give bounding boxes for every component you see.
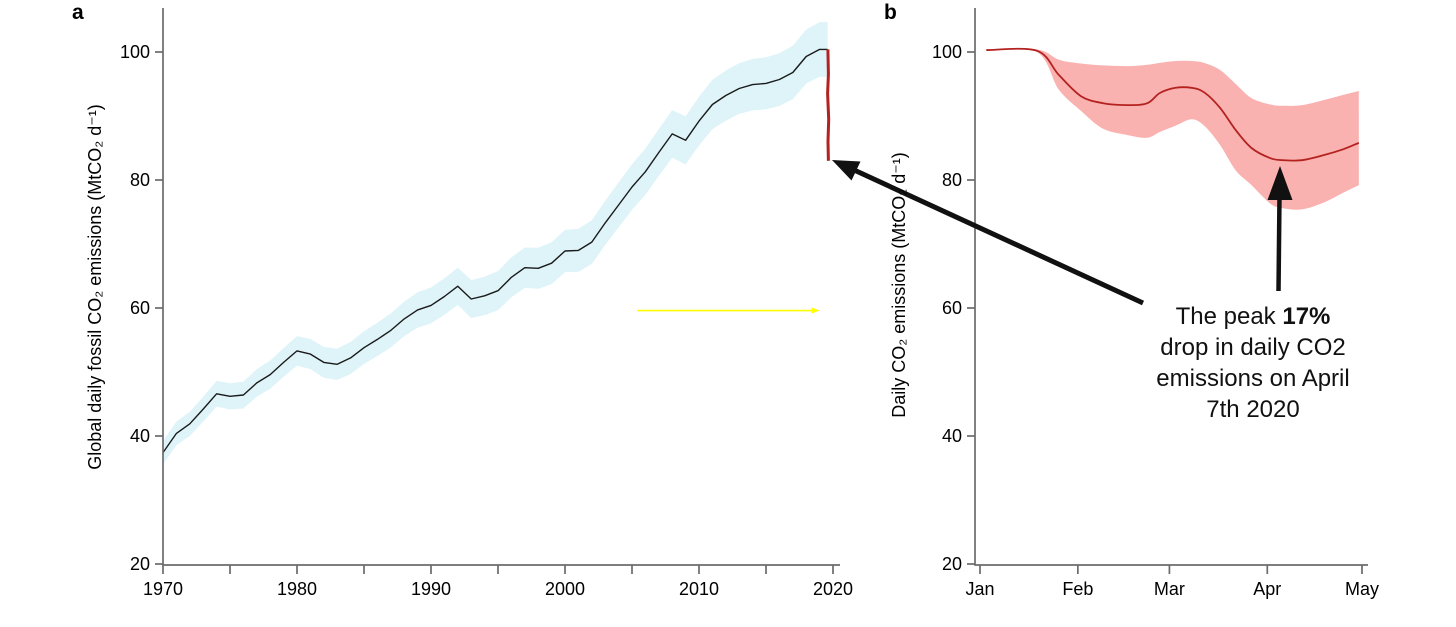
yellow-arrowhead	[811, 307, 820, 314]
x-tick-label-panel-a: 2010	[678, 579, 720, 599]
panel-b-series-line	[986, 47, 1360, 162]
y-tick-label-panel-b: 60	[941, 298, 962, 318]
panel-a-label: a	[72, 1, 84, 24]
y-tick-label-panel-a: 40	[129, 426, 150, 446]
x-tick-label-panel-a: 1980	[276, 579, 318, 599]
y-tick-label-panel-b: 40	[941, 426, 962, 446]
annotation-arrowhead-diagonal	[832, 160, 861, 181]
x-tick-label-panel-b: Jan	[965, 579, 995, 599]
annotation-bold-percent: 17%	[1282, 303, 1331, 330]
x-tick-label-panel-a: 2020	[812, 579, 854, 599]
x-tick-label-panel-a: 2000	[544, 579, 586, 599]
y-tick-label-panel-a: 60	[129, 298, 150, 318]
panel-a-uncertainty-band	[163, 21, 828, 465]
panel-b-y-axis-title: Daily CO₂ emissions (MtCO₂ d⁻¹)	[889, 152, 909, 418]
x-tick-label-panel-b: Feb	[1062, 579, 1094, 599]
x-tick-label-panel-b: May	[1344, 579, 1379, 599]
y-tick-label-panel-a: 20	[129, 554, 150, 574]
y-tick-label-panel-b: 20	[941, 554, 962, 574]
y-tick-label-panel-a: 100	[119, 42, 150, 62]
annotation-line-1: The peak 17%	[1175, 303, 1331, 330]
panel-b-uncertainty-band	[986, 48, 1359, 210]
annotation-arrowhead-vertical	[1267, 166, 1293, 200]
annotation-callout: The peak 17% drop in daily CO2 emissions…	[1117, 301, 1389, 425]
panel-b-label: b	[884, 1, 897, 24]
y-tick-label-panel-b: 100	[931, 42, 962, 62]
x-tick-label-panel-a: 1990	[410, 579, 452, 599]
panel-a-y-axis-title: Global daily fossil CO₂ emissions (MtCO₂…	[85, 104, 105, 470]
x-tick-label-panel-a: 1970	[142, 579, 184, 599]
annotation-arrow-vertical	[1276, 195, 1282, 292]
x-tick-label-panel-b: Mar	[1153, 579, 1185, 599]
annotation-line-2: drop in daily CO2	[1160, 334, 1346, 361]
annotation-line-4: 7th 2020	[1206, 396, 1300, 423]
x-tick-label-panel-b: Apr	[1253, 579, 1282, 599]
red-drop-line	[826, 49, 831, 161]
annotation-arrow-diagonal	[851, 167, 1145, 306]
annotation-line-3: emissions on April	[1156, 365, 1350, 392]
y-tick-label-panel-b: 80	[941, 170, 962, 190]
y-tick-label-panel-a: 80	[129, 170, 150, 190]
panel-a-series-line	[162, 48, 828, 454]
